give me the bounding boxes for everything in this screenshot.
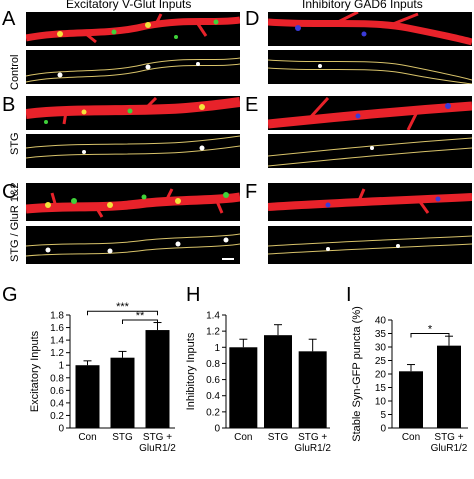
micrograph-control-inhibitory — [268, 12, 472, 46]
y-tick-label: 20 — [375, 370, 387, 381]
y-tick-label: 0 — [214, 424, 220, 435]
row-label-stg-glur: STG / GluR 1&2 — [9, 182, 21, 262]
y-tick-label: 0 — [58, 424, 64, 435]
y-tick-label: 0.2 — [206, 407, 220, 418]
y-tick-label: 0.8 — [206, 359, 220, 370]
bar — [75, 365, 100, 428]
trace-stg-excitatory — [26, 134, 240, 168]
panel-letter-d: D — [245, 8, 260, 30]
micrograph-image — [26, 96, 240, 125]
panel-letter-i: I — [346, 284, 352, 306]
x-tick-label: Con — [78, 432, 96, 443]
y-tick-label: 1 — [214, 343, 220, 354]
panel-letter-g: G — [2, 284, 18, 306]
inhibitory-column-title: Inhibitory GAD6 Inputs — [302, 0, 423, 11]
x-tick-label: STG — [268, 432, 289, 443]
x-tick-label: STG + GluR1/2 — [431, 432, 468, 454]
y-axis-label: Inhibitory Inputs — [185, 332, 197, 410]
y-tick-label: 1.4 — [206, 311, 220, 322]
trace-stg-glur-excitatory — [26, 226, 240, 264]
row-label-stg: STG — [9, 132, 21, 155]
y-tick-label: 0 — [380, 424, 386, 435]
y-axis-label: Excitatory Inputs — [29, 330, 41, 412]
x-tick-label: STG — [112, 432, 133, 443]
panel-letter-h: H — [186, 284, 201, 306]
significance-bracket — [87, 310, 158, 316]
significance-bracket — [122, 319, 158, 325]
micrograph-stg-inhibitory — [268, 96, 472, 130]
y-tick-label: 0.2 — [50, 411, 64, 422]
bar — [399, 371, 423, 428]
micrograph-image — [268, 188, 472, 214]
bar — [298, 351, 327, 428]
y-axis-label: Stable Syn-GFP puncta (%) — [351, 306, 363, 442]
row-label-control: Control — [9, 54, 21, 90]
significance-bracket — [410, 333, 450, 338]
trace-image — [268, 59, 472, 84]
stable-puncta-chart: 0 5 10 15 20 25 30 35 40 Stable Syn-GFP puncta (%… — [351, 306, 468, 454]
trace-control-excitatory — [26, 50, 240, 84]
micrograph-stg-excitatory — [26, 96, 240, 130]
y-tick-label: 35 — [375, 329, 387, 340]
x-tick-label: STG + GluR1/2 — [294, 432, 331, 454]
significance-label: ** — [136, 310, 145, 322]
trace-stg-inhibitory — [268, 134, 472, 168]
micrograph-stg-glur-excitatory — [26, 183, 240, 221]
excitatory-inputs-chart: 0 0.2 0.40.6 0.81 1.21.4 1.61.8 Excitatory Inp… — [29, 301, 176, 454]
micrograph-control-excitatory — [26, 12, 240, 46]
panel-letter-e: E — [245, 94, 259, 116]
bar — [264, 335, 292, 428]
bar — [437, 345, 461, 428]
micrograph-image — [268, 12, 472, 46]
trace-image — [268, 235, 472, 255]
y-tick-label: 25 — [375, 356, 387, 367]
y-tick-label: 1.2 — [50, 348, 64, 359]
panel-letter-a: A — [2, 8, 16, 30]
panel-letter-c: C — [2, 181, 17, 203]
y-tick-label: 40 — [375, 316, 387, 327]
panel-letter-b: B — [2, 94, 16, 116]
trace-image — [26, 135, 240, 159]
x-tick-label: Con — [234, 432, 252, 443]
y-tick-label: 10 — [375, 397, 387, 408]
bar — [110, 357, 135, 428]
y-tick-label: 1.4 — [50, 336, 64, 347]
y-tick-label: 1.6 — [50, 323, 64, 334]
x-tick-label: Con — [402, 432, 420, 443]
y-tick-label: 15 — [375, 383, 387, 394]
significance-label: * — [428, 324, 433, 336]
inhibitory-inputs-chart: 0 0.2 0.4 0.6 0.8 1 1.2 1.4 Inhibitory Inputs Con… — [185, 311, 331, 455]
y-tick-label: 0.6 — [206, 375, 220, 386]
panel-letter-f: F — [245, 181, 258, 203]
excitatory-column-title: Excitatory V-Glut Inputs — [66, 0, 192, 11]
micrograph-image — [26, 13, 240, 44]
trace-image — [26, 233, 240, 260]
bar — [229, 347, 258, 428]
y-tick-label: 0.4 — [50, 398, 64, 409]
micrograph-image — [26, 188, 240, 218]
significance-label: *** — [116, 301, 130, 313]
micrograph-stg-glur-inhibitory — [268, 183, 472, 221]
x-tick-label: STG + GluR1/2 — [139, 432, 176, 454]
y-tick-label: 1.8 — [50, 311, 64, 322]
y-tick-label: 5 — [380, 410, 386, 421]
trace-control-inhibitory — [268, 50, 472, 84]
trace-image — [268, 137, 472, 167]
trace-image — [26, 57, 240, 83]
bar — [145, 330, 170, 428]
y-tick-label: 0.8 — [50, 373, 64, 384]
y-tick-label: 0.4 — [206, 391, 220, 402]
y-tick-label: 1.2 — [206, 327, 220, 338]
micrograph-image — [268, 96, 472, 130]
y-tick-label: 30 — [375, 343, 387, 354]
y-tick-label: 1 — [58, 361, 64, 372]
trace-stg-glur-inhibitory — [268, 226, 472, 264]
y-tick-label: 0.6 — [50, 386, 64, 397]
